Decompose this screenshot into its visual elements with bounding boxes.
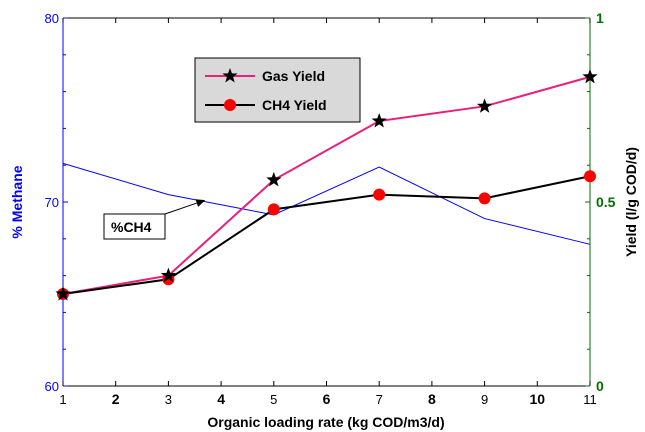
legend-ch4-yield-label: CH4 Yield [262, 97, 327, 113]
gas-yield-point [582, 68, 598, 84]
circle-icon [224, 99, 236, 111]
annotation-box [103, 213, 166, 240]
annotation-arrow [164, 202, 197, 215]
series-gas-yield-line [62, 75, 591, 295]
gas-yield-point [266, 171, 282, 187]
series-percent-ch4-line [62, 162, 591, 245]
ch4-yield-point [478, 192, 491, 205]
y-axis-left-title: % Methane [9, 165, 25, 238]
gas-yield-point [476, 98, 493, 113]
x-tick-label: 4 [217, 391, 225, 407]
ch4-yield-point [373, 188, 386, 201]
gas-yield-point [160, 267, 177, 283]
annotation-arrowhead [195, 199, 206, 207]
x-tick-label: 6 [323, 391, 331, 407]
x-tick-label: 2 [112, 391, 120, 407]
y-axis-right-title: Yield (l/g COD/d) [623, 147, 639, 257]
x-tick-label: 10 [530, 391, 546, 407]
x-tick-label: 1 [59, 392, 66, 407]
ch4-yield-point [584, 170, 596, 183]
x-tick-label: 11 [583, 392, 597, 407]
x-axis-title: Organic loading rate (kg COD/m3/d) [207, 414, 444, 430]
x-tick-label: 9 [481, 392, 488, 407]
ch4-yield-point [267, 203, 280, 216]
legend-gas-yield-label: Gas Yield [262, 68, 325, 84]
x-tick-label: 7 [376, 392, 383, 407]
annotation: %CH4 [103, 199, 206, 240]
x-tick-label: 8 [428, 391, 436, 407]
x-tick-label: 5 [270, 392, 277, 407]
star-icon [222, 68, 238, 83]
y-right-tick-label: 0 [596, 378, 604, 394]
gas-yield-point [371, 113, 387, 128]
series-ch4-yield-line [62, 175, 591, 295]
annotation-label: %CH4 [111, 219, 152, 235]
y-left-tick-label: 80 [45, 11, 59, 26]
y-left-tick-label: 70 [45, 195, 59, 210]
y-right-tick-label: 1 [596, 10, 604, 26]
legend-box [194, 57, 361, 123]
legend: Gas Yield CH4 Yield [194, 57, 361, 123]
x-tick-label: 3 [165, 392, 172, 407]
y-left-tick-label: 60 [45, 379, 59, 394]
gas-yield-point [55, 286, 71, 301]
y-right-tick-label: 0.5 [596, 194, 616, 210]
